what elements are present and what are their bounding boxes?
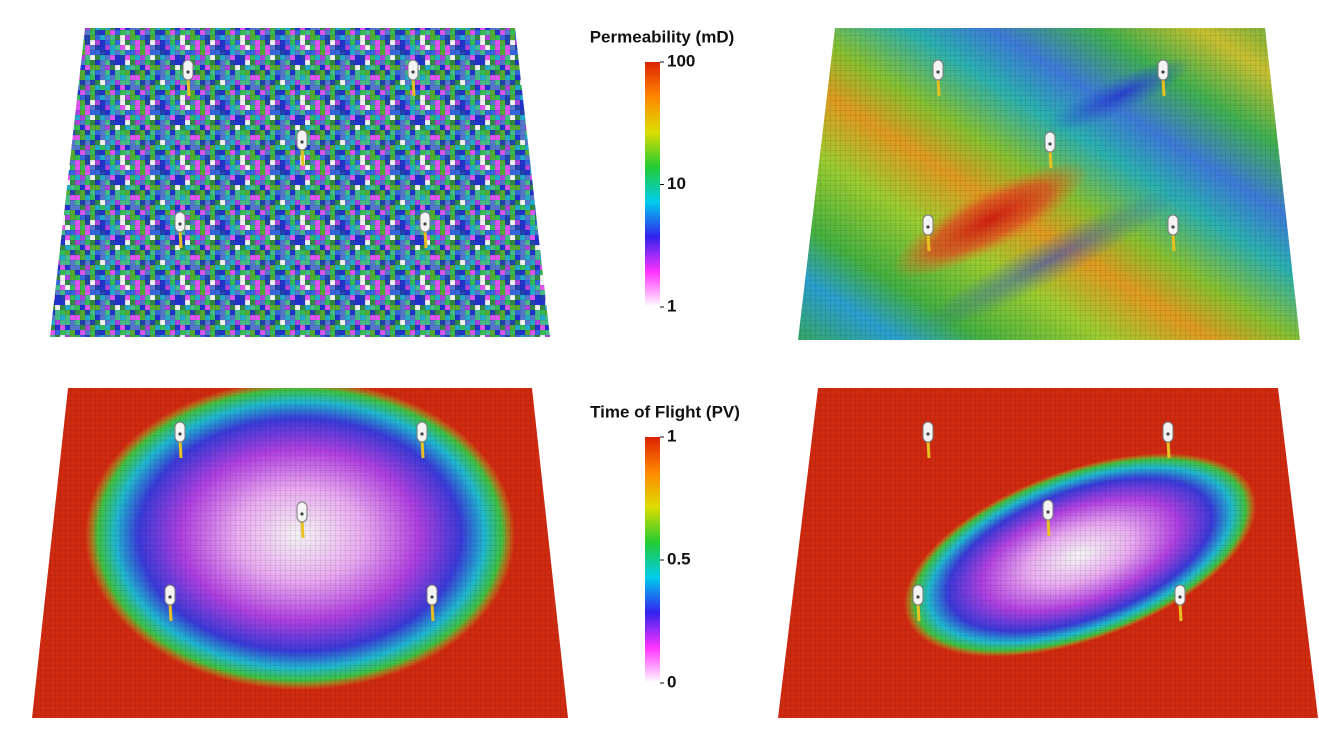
colorbar-tick-label: 100 <box>667 51 695 70</box>
colorbar-tick-label: 1 <box>667 296 676 315</box>
panel-permeability-correlated <box>798 28 1300 340</box>
well <box>407 59 419 97</box>
well <box>932 59 944 97</box>
colorbar-title: Time of Flight (PV) <box>590 402 740 421</box>
colorbar-scale <box>645 437 660 683</box>
well <box>174 421 186 459</box>
panel-tof-random <box>32 388 568 718</box>
well <box>416 421 428 459</box>
well <box>182 59 194 97</box>
well <box>296 129 308 167</box>
well <box>1162 421 1174 459</box>
colorbar-scale <box>645 62 660 307</box>
colorbar: Permeability (mD) 1 10 100 <box>590 27 735 315</box>
well <box>922 421 934 459</box>
colorbar-tick-label: 10 <box>667 174 686 193</box>
panel-permeability-random <box>50 28 550 337</box>
panel-tof-correlated <box>778 388 1318 718</box>
well <box>419 211 431 249</box>
well <box>1044 131 1056 169</box>
well <box>174 211 186 249</box>
colorbar: Time of Flight (PV) 0 0.5 1 <box>590 402 740 691</box>
well <box>1174 584 1186 622</box>
well <box>296 501 308 539</box>
well <box>426 584 438 622</box>
well <box>1157 59 1169 97</box>
well <box>912 584 924 622</box>
colorbar-title: Permeability (mD) <box>590 27 735 46</box>
colorbar-tick-label: 1 <box>667 426 676 445</box>
well <box>164 584 176 622</box>
colorbar-tick-label: 0.5 <box>667 549 691 568</box>
well <box>1042 499 1054 537</box>
wells <box>164 59 1186 622</box>
well <box>1167 214 1179 252</box>
well <box>922 214 934 252</box>
colorbar-tick-label: 0 <box>667 672 676 691</box>
